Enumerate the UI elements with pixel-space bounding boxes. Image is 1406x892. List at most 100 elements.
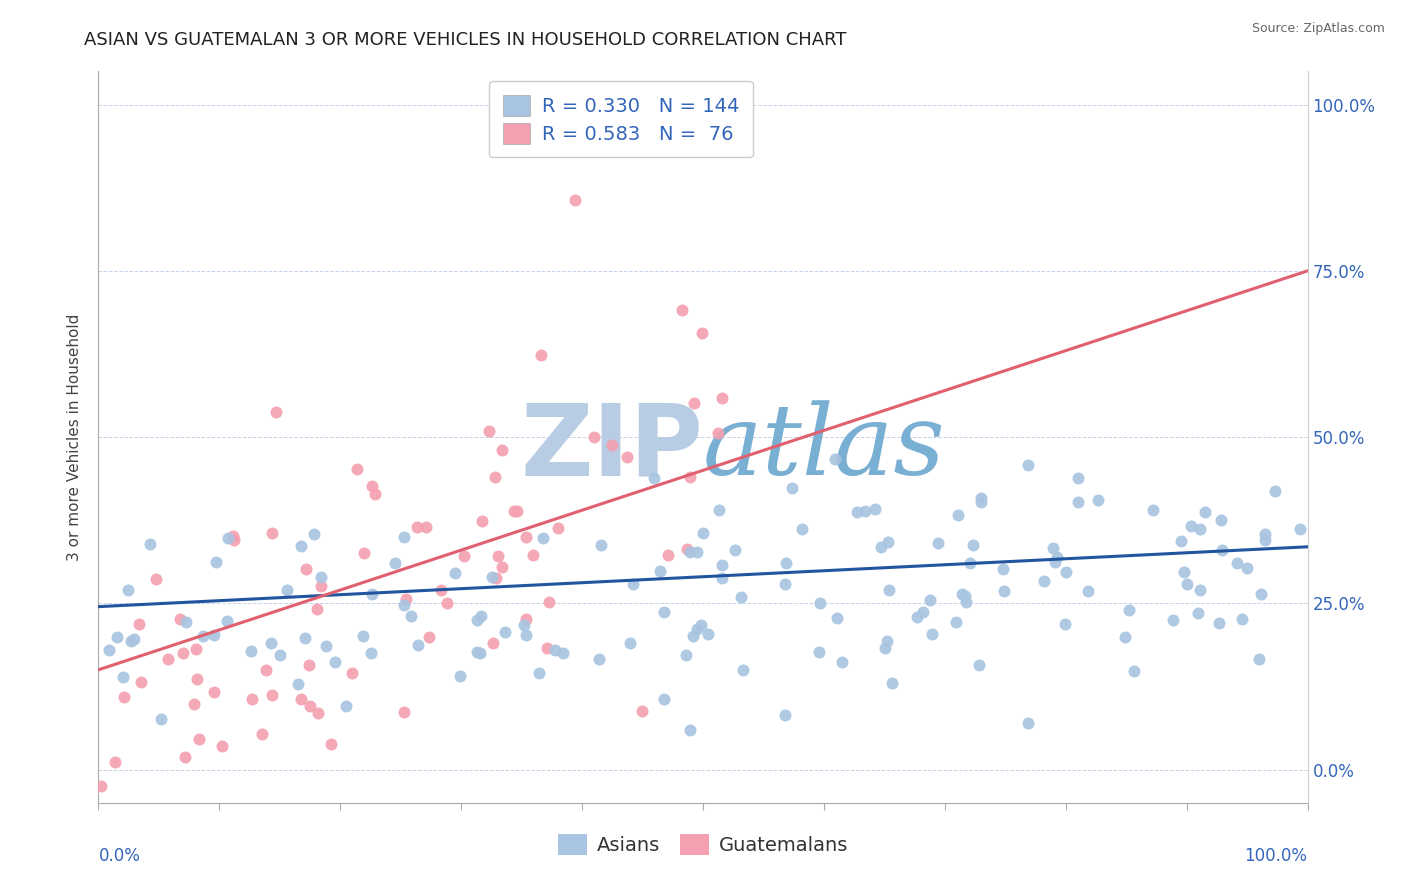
Point bbox=[959, 556, 981, 570]
Point bbox=[950, 587, 973, 601]
Point bbox=[392, 598, 415, 612]
Point bbox=[707, 503, 730, 517]
Point bbox=[217, 531, 239, 545]
Point bbox=[1118, 603, 1140, 617]
Point bbox=[478, 424, 501, 438]
Point bbox=[276, 583, 298, 598]
Point bbox=[117, 582, 139, 597]
Point bbox=[589, 538, 612, 552]
Point bbox=[551, 646, 574, 660]
Point bbox=[360, 479, 382, 493]
Point bbox=[494, 624, 516, 639]
Point bbox=[1211, 542, 1233, 557]
Point bbox=[217, 614, 239, 628]
Point bbox=[1250, 587, 1272, 601]
Point bbox=[468, 646, 491, 660]
Point bbox=[707, 426, 730, 441]
Point bbox=[643, 471, 665, 485]
Point bbox=[1254, 527, 1277, 541]
Point bbox=[295, 562, 318, 576]
Point bbox=[1236, 561, 1258, 575]
Point bbox=[260, 635, 283, 649]
Point bbox=[724, 543, 747, 558]
Point bbox=[686, 545, 709, 559]
Point bbox=[250, 727, 273, 741]
Point bbox=[1123, 664, 1146, 678]
Point bbox=[484, 470, 506, 484]
Point bbox=[730, 590, 752, 604]
Point bbox=[948, 508, 970, 522]
Point bbox=[449, 669, 471, 683]
Point bbox=[544, 643, 567, 657]
Point bbox=[323, 655, 346, 669]
Point bbox=[877, 582, 900, 597]
Point bbox=[112, 690, 135, 704]
Text: 100.0%: 100.0% bbox=[1244, 847, 1308, 864]
Point bbox=[124, 632, 146, 646]
Point bbox=[340, 665, 363, 680]
Point bbox=[352, 629, 374, 643]
Text: atlas: atlas bbox=[703, 401, 946, 496]
Point bbox=[145, 572, 167, 586]
Point bbox=[1046, 549, 1069, 564]
Point bbox=[686, 622, 709, 636]
Point bbox=[671, 303, 693, 318]
Point bbox=[682, 629, 704, 643]
Point bbox=[1253, 533, 1275, 547]
Point bbox=[405, 520, 427, 534]
Point bbox=[1054, 616, 1077, 631]
Point bbox=[112, 670, 135, 684]
Point bbox=[443, 566, 465, 580]
Point bbox=[104, 755, 127, 769]
Point bbox=[491, 442, 513, 457]
Point bbox=[679, 545, 702, 559]
Point bbox=[128, 617, 150, 632]
Point bbox=[1077, 583, 1099, 598]
Point bbox=[485, 570, 508, 584]
Point bbox=[1087, 492, 1109, 507]
Point bbox=[564, 193, 586, 207]
Point bbox=[967, 657, 990, 672]
Point bbox=[254, 664, 277, 678]
Point bbox=[120, 634, 142, 648]
Point bbox=[406, 638, 429, 652]
Point bbox=[191, 629, 214, 643]
Point bbox=[129, 674, 152, 689]
Point bbox=[503, 504, 526, 518]
Point bbox=[309, 570, 332, 584]
Point bbox=[290, 692, 312, 706]
Point bbox=[294, 631, 316, 645]
Point bbox=[955, 589, 977, 603]
Point bbox=[882, 676, 904, 690]
Point bbox=[1032, 574, 1054, 589]
Point bbox=[222, 529, 245, 543]
Point bbox=[491, 559, 513, 574]
Point bbox=[264, 405, 287, 419]
Point bbox=[453, 549, 475, 563]
Point bbox=[302, 526, 325, 541]
Point bbox=[1142, 503, 1164, 517]
Point bbox=[169, 612, 191, 626]
Point bbox=[298, 657, 321, 672]
Point bbox=[690, 617, 713, 632]
Point bbox=[395, 592, 418, 607]
Point bbox=[1161, 613, 1184, 627]
Point bbox=[174, 750, 197, 764]
Point bbox=[875, 640, 897, 655]
Point bbox=[921, 626, 943, 640]
Point bbox=[1209, 513, 1232, 527]
Point bbox=[912, 605, 935, 619]
Point bbox=[139, 537, 162, 551]
Point bbox=[240, 692, 263, 706]
Point bbox=[531, 531, 554, 545]
Text: ASIAN VS GUATEMALAN 3 OR MORE VEHICLES IN HOUSEHOLD CORRELATION CHART: ASIAN VS GUATEMALAN 3 OR MORE VEHICLES I… bbox=[84, 31, 846, 49]
Point bbox=[1042, 541, 1064, 556]
Point bbox=[993, 583, 1015, 598]
Point bbox=[471, 514, 494, 528]
Point bbox=[675, 648, 697, 662]
Point bbox=[955, 595, 977, 609]
Point bbox=[506, 504, 529, 518]
Point bbox=[1170, 533, 1192, 548]
Point bbox=[682, 395, 704, 409]
Point bbox=[360, 646, 382, 660]
